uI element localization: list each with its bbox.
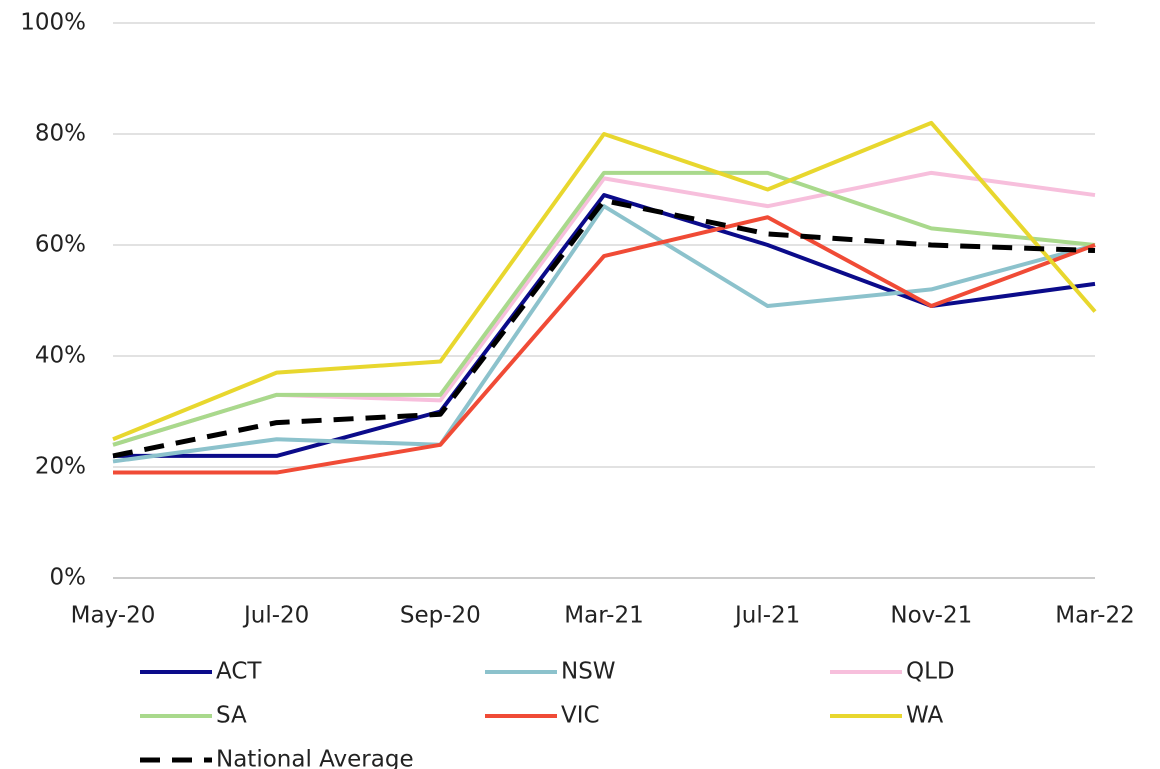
series-line: [112, 204, 1096, 464]
y-tick-label: 20%: [35, 454, 86, 480]
x-tick-label: Sep-20: [400, 603, 481, 629]
x-tick-label: Nov-21: [890, 603, 972, 629]
series-line: [112, 198, 1096, 459]
series-line: [113, 215, 1096, 475]
legend-label: VIC: [561, 703, 600, 729]
series-line: [112, 170, 1096, 447]
y-tick-label: 80%: [35, 121, 86, 147]
y-tick-label: 60%: [35, 232, 86, 258]
x-tick-label: Jul-21: [733, 603, 800, 629]
legend-label: National Average: [216, 747, 414, 769]
legend-label: WA: [906, 703, 943, 729]
series-line: [112, 170, 1096, 447]
x-tick-label: May-20: [71, 603, 156, 629]
legend-label: QLD: [906, 659, 955, 685]
x-tick-label: Jul-20: [242, 603, 309, 629]
legend-label: ACT: [216, 659, 262, 685]
y-tick-label: 40%: [35, 343, 86, 369]
y-tick-label: 0%: [50, 565, 87, 591]
legend-label: NSW: [561, 659, 616, 685]
legend-label: SA: [216, 703, 247, 729]
series-line: [113, 193, 1096, 458]
x-tick-label: Mar-22: [1055, 603, 1135, 629]
series-line: [112, 120, 1097, 442]
x-tick-label: Mar-21: [564, 603, 644, 629]
y-tick-label: 100%: [20, 10, 86, 36]
